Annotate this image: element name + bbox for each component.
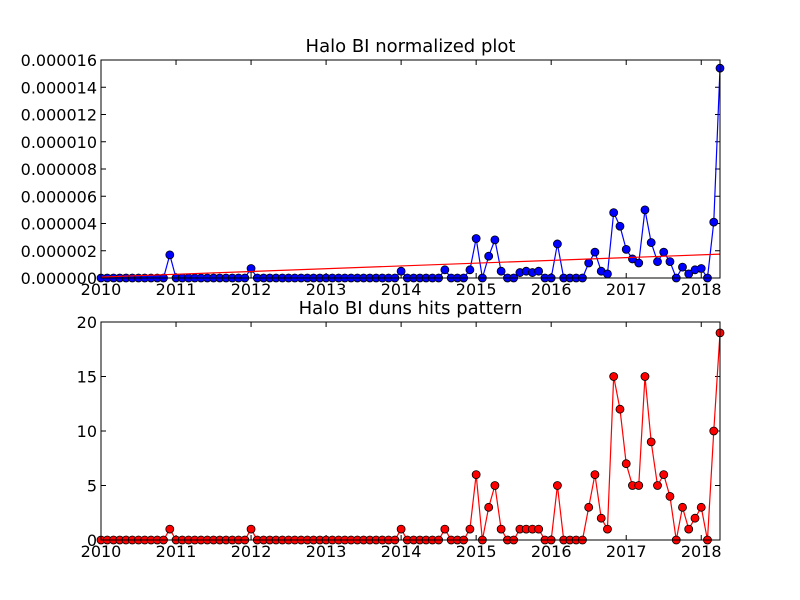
data-point xyxy=(621,244,631,254)
data-point xyxy=(615,404,625,414)
x-tick-label: 2012 xyxy=(231,542,272,561)
x-tick-label: 2014 xyxy=(381,542,422,561)
y-tick-label: 0.000010 xyxy=(21,133,97,152)
data-point xyxy=(709,217,719,227)
y-tick-label: 0.000012 xyxy=(21,106,97,125)
data-point xyxy=(490,481,500,490)
data-point xyxy=(709,426,719,436)
data-point xyxy=(440,265,450,275)
data-point xyxy=(590,247,600,257)
data-point xyxy=(584,502,594,512)
data-point xyxy=(603,269,612,279)
y-tick-label: 0 xyxy=(87,531,97,550)
data-point xyxy=(665,491,675,501)
data-point xyxy=(584,258,594,268)
data-point xyxy=(596,513,606,523)
x-tick-label: 2018 xyxy=(681,280,722,299)
data-point xyxy=(634,481,644,490)
x-tick-label: 2013 xyxy=(306,542,347,561)
data-point xyxy=(553,481,562,490)
x-tick-label: 2011 xyxy=(156,280,197,299)
data-point xyxy=(465,265,475,275)
data-point xyxy=(640,372,650,381)
data-point xyxy=(490,235,500,245)
data-point xyxy=(484,251,494,261)
data-point xyxy=(646,238,656,247)
x-tick-label: 2011 xyxy=(156,542,197,561)
data-point xyxy=(678,262,687,272)
data-point xyxy=(396,524,406,534)
data-point xyxy=(609,208,619,218)
x-tick-label: 2018 xyxy=(681,542,722,561)
data-point xyxy=(659,470,669,480)
y-tick-label: 0.000002 xyxy=(21,242,97,261)
axes-frame xyxy=(100,321,721,541)
y-tick-label: 0.000016 xyxy=(21,51,97,70)
x-tick-label: 2017 xyxy=(606,280,647,299)
y-tick-label: 15 xyxy=(77,368,97,387)
y-tick-label: 5 xyxy=(87,477,97,496)
data-point xyxy=(690,513,700,523)
data-point xyxy=(603,524,612,534)
y-tick-label: 0.000000 xyxy=(21,269,97,288)
data-point xyxy=(621,459,631,469)
axes-frame xyxy=(100,59,721,279)
data-point xyxy=(590,470,600,480)
data-point xyxy=(665,257,675,267)
data-point xyxy=(396,266,406,276)
data-point xyxy=(678,502,687,512)
data-point xyxy=(534,524,544,534)
data-point xyxy=(653,481,662,490)
data-point xyxy=(496,266,506,276)
y-tick-label: 0.000004 xyxy=(21,215,97,234)
data-point xyxy=(640,205,650,215)
data-point xyxy=(165,250,175,260)
data-point xyxy=(440,524,450,534)
x-tick-label: 2015 xyxy=(456,280,497,299)
x-tick-label: 2012 xyxy=(231,280,272,299)
y-tick-label: 0.000014 xyxy=(21,78,97,97)
data-point xyxy=(471,470,481,480)
x-tick-label: 2017 xyxy=(606,542,647,561)
x-tick-label: 2010 xyxy=(81,280,122,299)
data-point xyxy=(484,502,494,512)
x-tick-label: 2013 xyxy=(306,280,347,299)
data-point xyxy=(246,264,256,273)
y-tick-label: 0.000006 xyxy=(21,187,97,206)
data-point xyxy=(165,524,175,534)
data-point xyxy=(553,239,562,249)
data-point xyxy=(634,258,644,268)
data-point xyxy=(684,524,694,534)
data-point xyxy=(534,266,544,276)
x-tick-label: 2010 xyxy=(81,542,122,561)
data-point xyxy=(471,234,481,243)
data-point xyxy=(646,437,656,447)
y-tick-label: 20 xyxy=(77,313,97,332)
data-point xyxy=(653,257,662,267)
series-line xyxy=(100,253,721,278)
data-point xyxy=(696,502,706,512)
y-tick-label: 10 xyxy=(77,422,97,441)
data-point xyxy=(659,247,669,257)
chart-title: Halo BI duns hits pattern xyxy=(299,298,523,319)
data-point xyxy=(696,264,706,273)
plot-area xyxy=(101,322,720,540)
x-tick-label: 2016 xyxy=(531,280,572,299)
x-tick-label: 2016 xyxy=(531,542,572,561)
x-tick-label: 2015 xyxy=(456,542,497,561)
data-point xyxy=(496,524,506,534)
data-point xyxy=(609,372,619,381)
plot-area xyxy=(101,60,720,278)
chart-title: Halo BI normalized plot xyxy=(306,36,516,57)
data-point xyxy=(465,524,475,534)
y-tick-label: 0.000008 xyxy=(21,160,97,179)
data-point xyxy=(246,524,256,534)
data-point xyxy=(615,221,625,231)
x-tick-label: 2014 xyxy=(381,280,422,299)
